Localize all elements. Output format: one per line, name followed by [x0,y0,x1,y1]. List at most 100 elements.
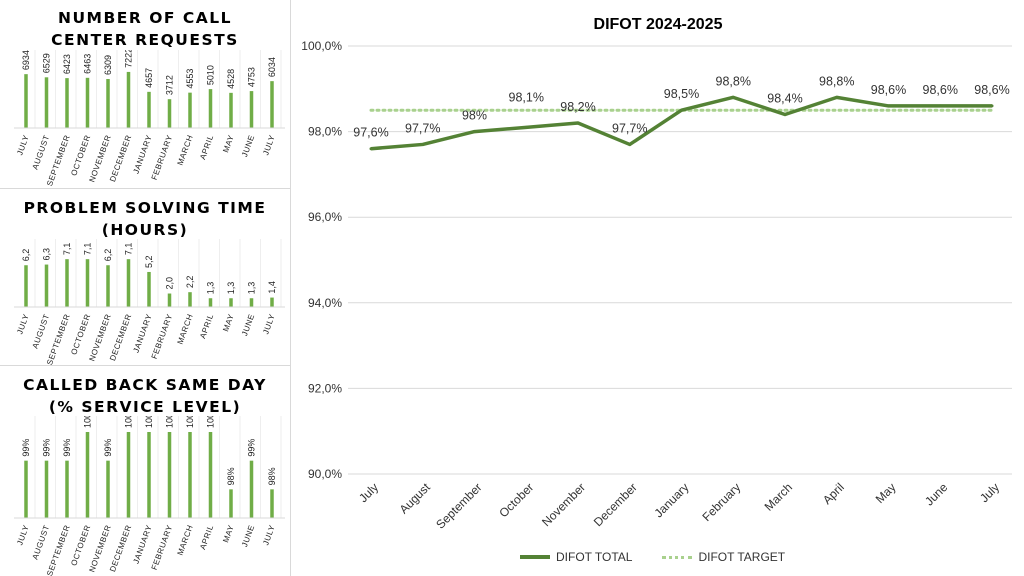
requests-category-label: OCTOBER [69,134,92,177]
callback-category-label: JANUARY [132,523,154,564]
main-y-tick-label: 96,0% [308,210,342,224]
difot-total-point [887,104,890,108]
solving-category-label: JULY [261,312,277,335]
difot-total-data-label: 97,7% [405,121,440,135]
requests-category-label: JUNE [240,134,256,159]
callback-bar [167,432,172,518]
difot-total-data-label: 98,6% [923,83,958,97]
callback-bar [44,460,49,518]
vertical-divider [290,0,291,576]
callback-bar-chart: 99%JULY99%AUGUST99%SEPTEMBER100%OCTOBER9… [14,416,285,576]
requests-bar [270,81,274,128]
requests-data-label: 4528 [226,69,236,89]
difot-total-point [421,142,425,146]
main-chart-title: DIFOT 2024-2025 [593,16,723,33]
callback-category-label: DECEMBER [108,524,133,573]
callback-category-label: AUGUST [30,524,51,561]
main-y-tick-label: 100,0% [301,39,342,53]
solving-bar-chart: 6,2JULY6,3AUGUST7,1SEPTEMBER7,1OCTOBER6,… [14,239,285,365]
requests-category-label: APRIL [198,134,215,161]
requests-data-label: 7222 [124,50,134,68]
requests-bar [188,92,192,128]
callback-data-label: 99% [62,439,72,457]
solving-bar [85,259,90,307]
requests-title-line1: NUMBER OF CALL [57,9,232,27]
solving-bar [126,259,131,307]
solving-category-label: FEBRUARY [150,312,175,360]
main-x-tick-label: January [652,480,692,520]
solving-bar [24,265,28,307]
solving-data-label: 6,3 [42,248,52,261]
legend-label-target: DIFOT TARGET [698,550,786,564]
solving-data-label: 1,3 [247,282,257,295]
callback-category-label: MAY [221,523,236,543]
callback-data-label: 98% [267,467,277,485]
solving-panel-title: PROBLEM SOLVING TIME (HOURS) [0,197,290,241]
solving-bar [188,292,192,307]
callback-title-line1: CALLED BACK SAME DAY [23,376,267,394]
legend-item-total: DIFOT TOTAL [520,550,632,564]
requests-category-label: AUGUST [30,134,51,171]
callback-category-label: JULY [15,523,31,546]
requests-bar-chart: 6934JULY6529AUGUST6423SEPTEMBER6463OCTOB… [14,50,285,187]
solving-data-label: 7,1 [62,243,72,256]
requests-bar [44,77,49,128]
solving-bar [65,259,69,307]
requests-bar [24,74,28,128]
requests-title-line2: CENTER REQUESTS [51,31,239,49]
main-x-tick-label: November [539,480,588,529]
requests-category-label: MAY [221,133,236,153]
requests-category-label: JANUARY [132,133,154,174]
difot-total-data-label: 98,2% [560,100,595,114]
solving-category-label: JUNE [240,313,256,338]
main-x-tick-label: July [977,480,1002,505]
divider-2 [0,365,290,366]
legend-swatch-total [520,555,550,559]
main-x-tick-label: July [356,480,381,505]
difot-total-point [938,104,942,108]
difot-total-data-label: 98,8% [819,74,854,88]
legend-swatch-target [662,555,693,559]
solving-data-label: 7,1 [83,243,93,256]
solving-category-label: AUGUST [30,313,51,350]
callback-bar [249,460,254,518]
callback-data-label: 100% [165,416,175,428]
difot-total-point [783,112,787,116]
requests-data-label: 4753 [247,67,257,87]
solving-data-label: 6,2 [103,249,113,262]
requests-bar [249,91,254,128]
solving-data-label: 6,2 [21,249,31,262]
callback-bar [126,432,131,518]
solving-bar [249,298,254,307]
requests-data-label: 6423 [62,54,72,74]
callback-bar [65,460,69,518]
main-y-tick-label: 94,0% [308,296,342,310]
solving-bar [106,265,110,307]
main-x-tick-label: December [591,480,640,529]
legend-item-target: DIFOT TARGET [662,550,785,564]
solving-category-label: OCTOBER [69,313,92,356]
callback-category-label: JUNE [240,524,256,549]
solving-bar [44,264,49,307]
solving-bar [270,297,274,307]
solving-data-label: 5,2 [144,255,154,268]
solving-data-label: 1,4 [267,281,277,294]
requests-data-label: 5010 [206,65,216,85]
main-x-tick-label: June [922,480,951,509]
callback-bar [85,432,90,518]
difot-total-data-label: 98,4% [767,91,802,105]
solving-data-label: 2,0 [165,277,175,290]
callback-category-label: JULY [261,523,277,546]
main-x-tick-label: October [496,480,536,520]
difot-total-point [473,130,476,134]
callback-bar [106,460,110,518]
difot-total-data-label: 98,6% [871,83,906,97]
callback-panel-title: CALLED BACK SAME DAY (% SERVICE LEVEL) [0,374,290,418]
solving-title-line2: (HOURS) [101,221,189,239]
callback-category-label: APRIL [198,524,215,551]
requests-data-label: 4553 [185,69,195,89]
callback-data-label: 98% [226,467,236,485]
requests-data-label: 6934 [21,50,31,70]
main-y-tick-label: 92,0% [308,381,342,395]
difot-total-point [731,95,735,99]
